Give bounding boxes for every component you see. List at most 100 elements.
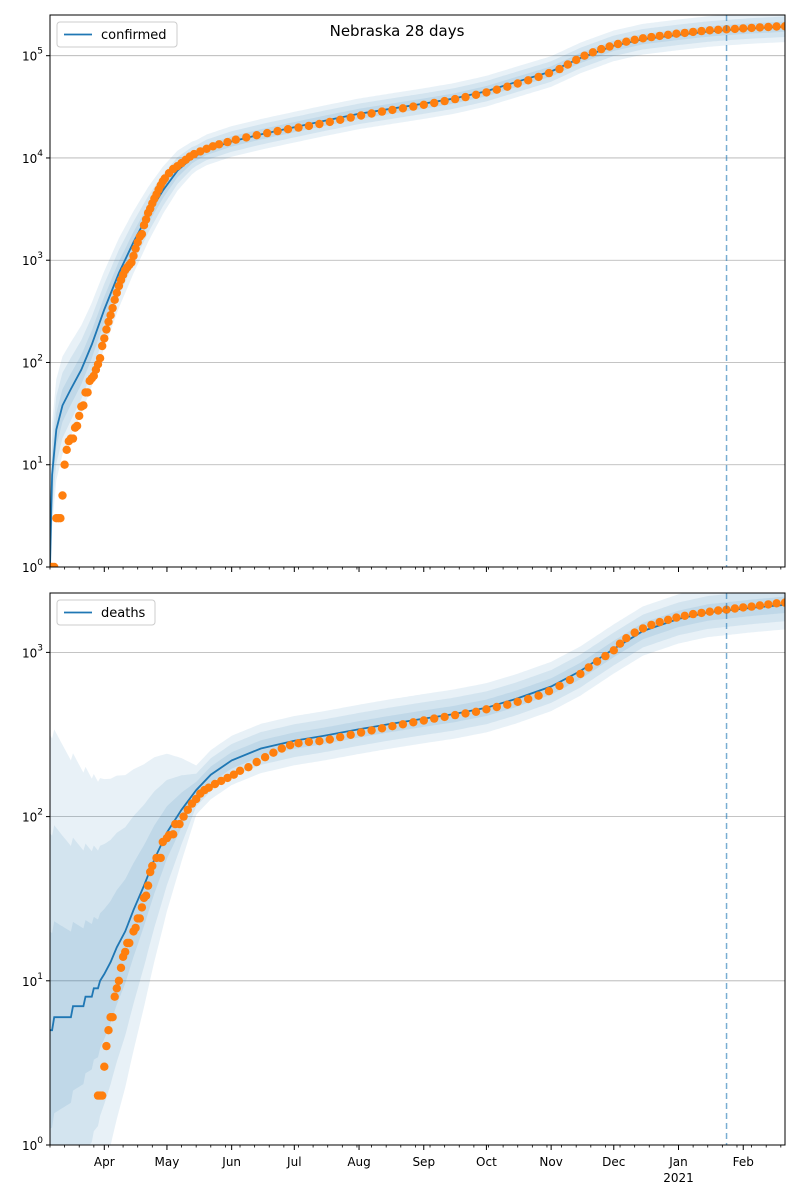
observed-point bbox=[705, 607, 714, 616]
observed-point bbox=[482, 88, 491, 97]
observed-point bbox=[98, 341, 107, 351]
observed-point bbox=[555, 681, 564, 691]
observed-point bbox=[346, 730, 355, 739]
observed-point bbox=[231, 135, 240, 144]
observed-point bbox=[747, 23, 756, 33]
x-tick-label: Feb bbox=[733, 1155, 754, 1169]
observed-point bbox=[137, 903, 147, 912]
observed-point bbox=[772, 22, 781, 31]
plot-area bbox=[50, 593, 785, 1145]
observed-point bbox=[356, 111, 366, 120]
observed-point bbox=[141, 215, 151, 224]
observed-point bbox=[252, 131, 261, 140]
observed-point bbox=[367, 726, 376, 735]
model-line bbox=[50, 603, 785, 1032]
observed-point bbox=[772, 599, 781, 608]
legend-box bbox=[56, 599, 156, 626]
observed-point bbox=[58, 491, 67, 500]
observed-point bbox=[409, 102, 418, 111]
observed-point bbox=[705, 26, 714, 35]
observed-point bbox=[110, 992, 119, 1001]
y-tick-label: 103 bbox=[22, 251, 43, 268]
observed-point bbox=[544, 687, 554, 696]
observed-point bbox=[244, 763, 253, 772]
observed-point bbox=[655, 31, 664, 41]
observed-point bbox=[613, 39, 623, 49]
observed-point bbox=[100, 334, 109, 343]
confirmed-panel: 100 101 102 103 104 105 confirmed bbox=[22, 14, 786, 575]
observed-point bbox=[450, 94, 460, 104]
observed-point bbox=[56, 514, 65, 523]
observed-point bbox=[129, 251, 138, 261]
observed-point bbox=[377, 107, 387, 116]
observed-point bbox=[156, 853, 165, 863]
observed-point bbox=[106, 311, 115, 320]
observed-point bbox=[388, 105, 397, 115]
observed-point bbox=[503, 82, 512, 91]
x-tick-label: Jun bbox=[221, 1155, 241, 1169]
y-tick-label: 100 bbox=[22, 1136, 43, 1153]
legend-box bbox=[56, 21, 178, 48]
observed-point bbox=[377, 724, 387, 733]
axes-frame bbox=[49, 14, 786, 568]
observed-point bbox=[143, 881, 153, 890]
y-tick-label: 105 bbox=[22, 47, 43, 64]
observed-point bbox=[112, 984, 122, 993]
observed-point bbox=[663, 615, 673, 624]
observed-point bbox=[580, 51, 589, 60]
observed-point bbox=[304, 121, 314, 131]
observed-point bbox=[730, 604, 740, 613]
observed-point bbox=[592, 657, 602, 666]
observed-point bbox=[137, 229, 147, 239]
observed-point bbox=[588, 48, 598, 57]
y-tick-label: 104 bbox=[22, 149, 43, 166]
observed-point bbox=[430, 98, 439, 108]
observed-point bbox=[217, 776, 226, 786]
observed-point bbox=[110, 295, 119, 304]
observed-point bbox=[630, 628, 639, 637]
legend: confirmed bbox=[56, 21, 178, 48]
observed-point bbox=[482, 705, 491, 714]
observed-point bbox=[214, 140, 224, 149]
observed-point bbox=[419, 100, 428, 110]
observed-point bbox=[492, 85, 501, 94]
observed-point bbox=[102, 325, 111, 334]
observed-point bbox=[127, 258, 136, 267]
x-tick-label: Nov bbox=[539, 1155, 562, 1169]
observed-point bbox=[204, 783, 213, 792]
x-tick-label: Dec bbox=[602, 1155, 625, 1169]
observed-point bbox=[114, 976, 124, 985]
observed-point bbox=[102, 1041, 111, 1051]
observed-point bbox=[739, 603, 748, 612]
deaths-panel: 100 101 102 103 deaths bbox=[22, 592, 786, 1153]
observed-point bbox=[576, 669, 585, 679]
observed-point bbox=[223, 773, 232, 783]
observed-point bbox=[513, 697, 522, 706]
y-tick-label: 100 bbox=[22, 558, 43, 575]
observed-point bbox=[688, 27, 698, 37]
observed-point bbox=[269, 748, 278, 757]
x-year-label: 2021 bbox=[663, 1171, 694, 1185]
observed-point bbox=[755, 23, 765, 32]
observed-point bbox=[663, 30, 673, 39]
observed-point bbox=[315, 737, 324, 746]
observed-point bbox=[104, 317, 113, 326]
observed-point bbox=[79, 401, 88, 410]
observed-point bbox=[584, 663, 593, 672]
observed-point bbox=[104, 1026, 113, 1035]
observed-point bbox=[62, 445, 71, 454]
observed-point bbox=[471, 707, 481, 716]
observed-point bbox=[563, 60, 572, 69]
observed-point bbox=[367, 109, 376, 118]
observed-point bbox=[285, 741, 295, 750]
uncertainty-band bbox=[50, 593, 785, 1145]
observed-point bbox=[555, 64, 564, 74]
observed-point bbox=[141, 891, 151, 900]
x-tick-label: May bbox=[155, 1155, 180, 1169]
observed-point bbox=[179, 812, 188, 821]
observed-point bbox=[638, 624, 648, 633]
observed-point bbox=[503, 700, 512, 709]
observed-point bbox=[273, 126, 282, 136]
x-tick-label: Jan bbox=[668, 1155, 688, 1169]
observed-point bbox=[229, 770, 238, 779]
